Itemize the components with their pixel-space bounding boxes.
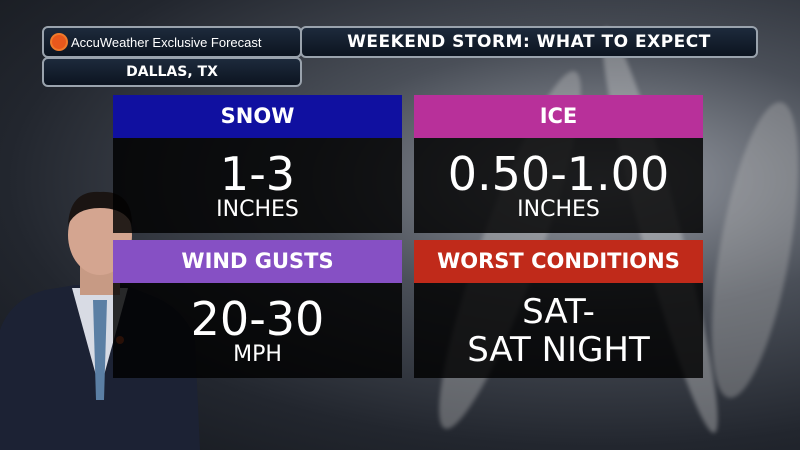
accuweather-sun-icon [52, 35, 66, 49]
worst-conditions-line2: SAT NIGHT [467, 329, 650, 370]
snow-unit: INCHES [216, 196, 299, 222]
snow-header: SNOW [113, 95, 402, 138]
wind-unit: MPH [233, 341, 282, 367]
worst-conditions-line1: SAT- [522, 291, 595, 332]
ice-header: ICE [414, 95, 703, 138]
ice-panel: ICE 0.50-1.00 INCHES [414, 95, 703, 233]
background-ice [694, 96, 800, 404]
worst-conditions-panel: WORST CONDITIONS SAT- SAT NIGHT [414, 240, 703, 378]
snow-panel: SNOW 1-3 INCHES [113, 95, 402, 233]
ice-value: 0.50-1.00 [447, 146, 670, 201]
brand-label: AccuWeather Exclusive Forecast [42, 26, 302, 58]
location-label: DALLAS, TX [42, 57, 302, 87]
snow-value: 1-3 [219, 146, 296, 201]
wind-panel: WIND GUSTS 20-30 MPH [113, 240, 402, 378]
wind-header: WIND GUSTS [113, 240, 402, 283]
page-title: WEEKEND STORM: WHAT TO EXPECT [300, 26, 758, 58]
ice-unit: INCHES [517, 196, 600, 222]
wind-value: 20-30 [190, 291, 325, 346]
worst-conditions-header: WORST CONDITIONS [414, 240, 703, 283]
brand-text: AccuWeather Exclusive Forecast [71, 34, 262, 50]
